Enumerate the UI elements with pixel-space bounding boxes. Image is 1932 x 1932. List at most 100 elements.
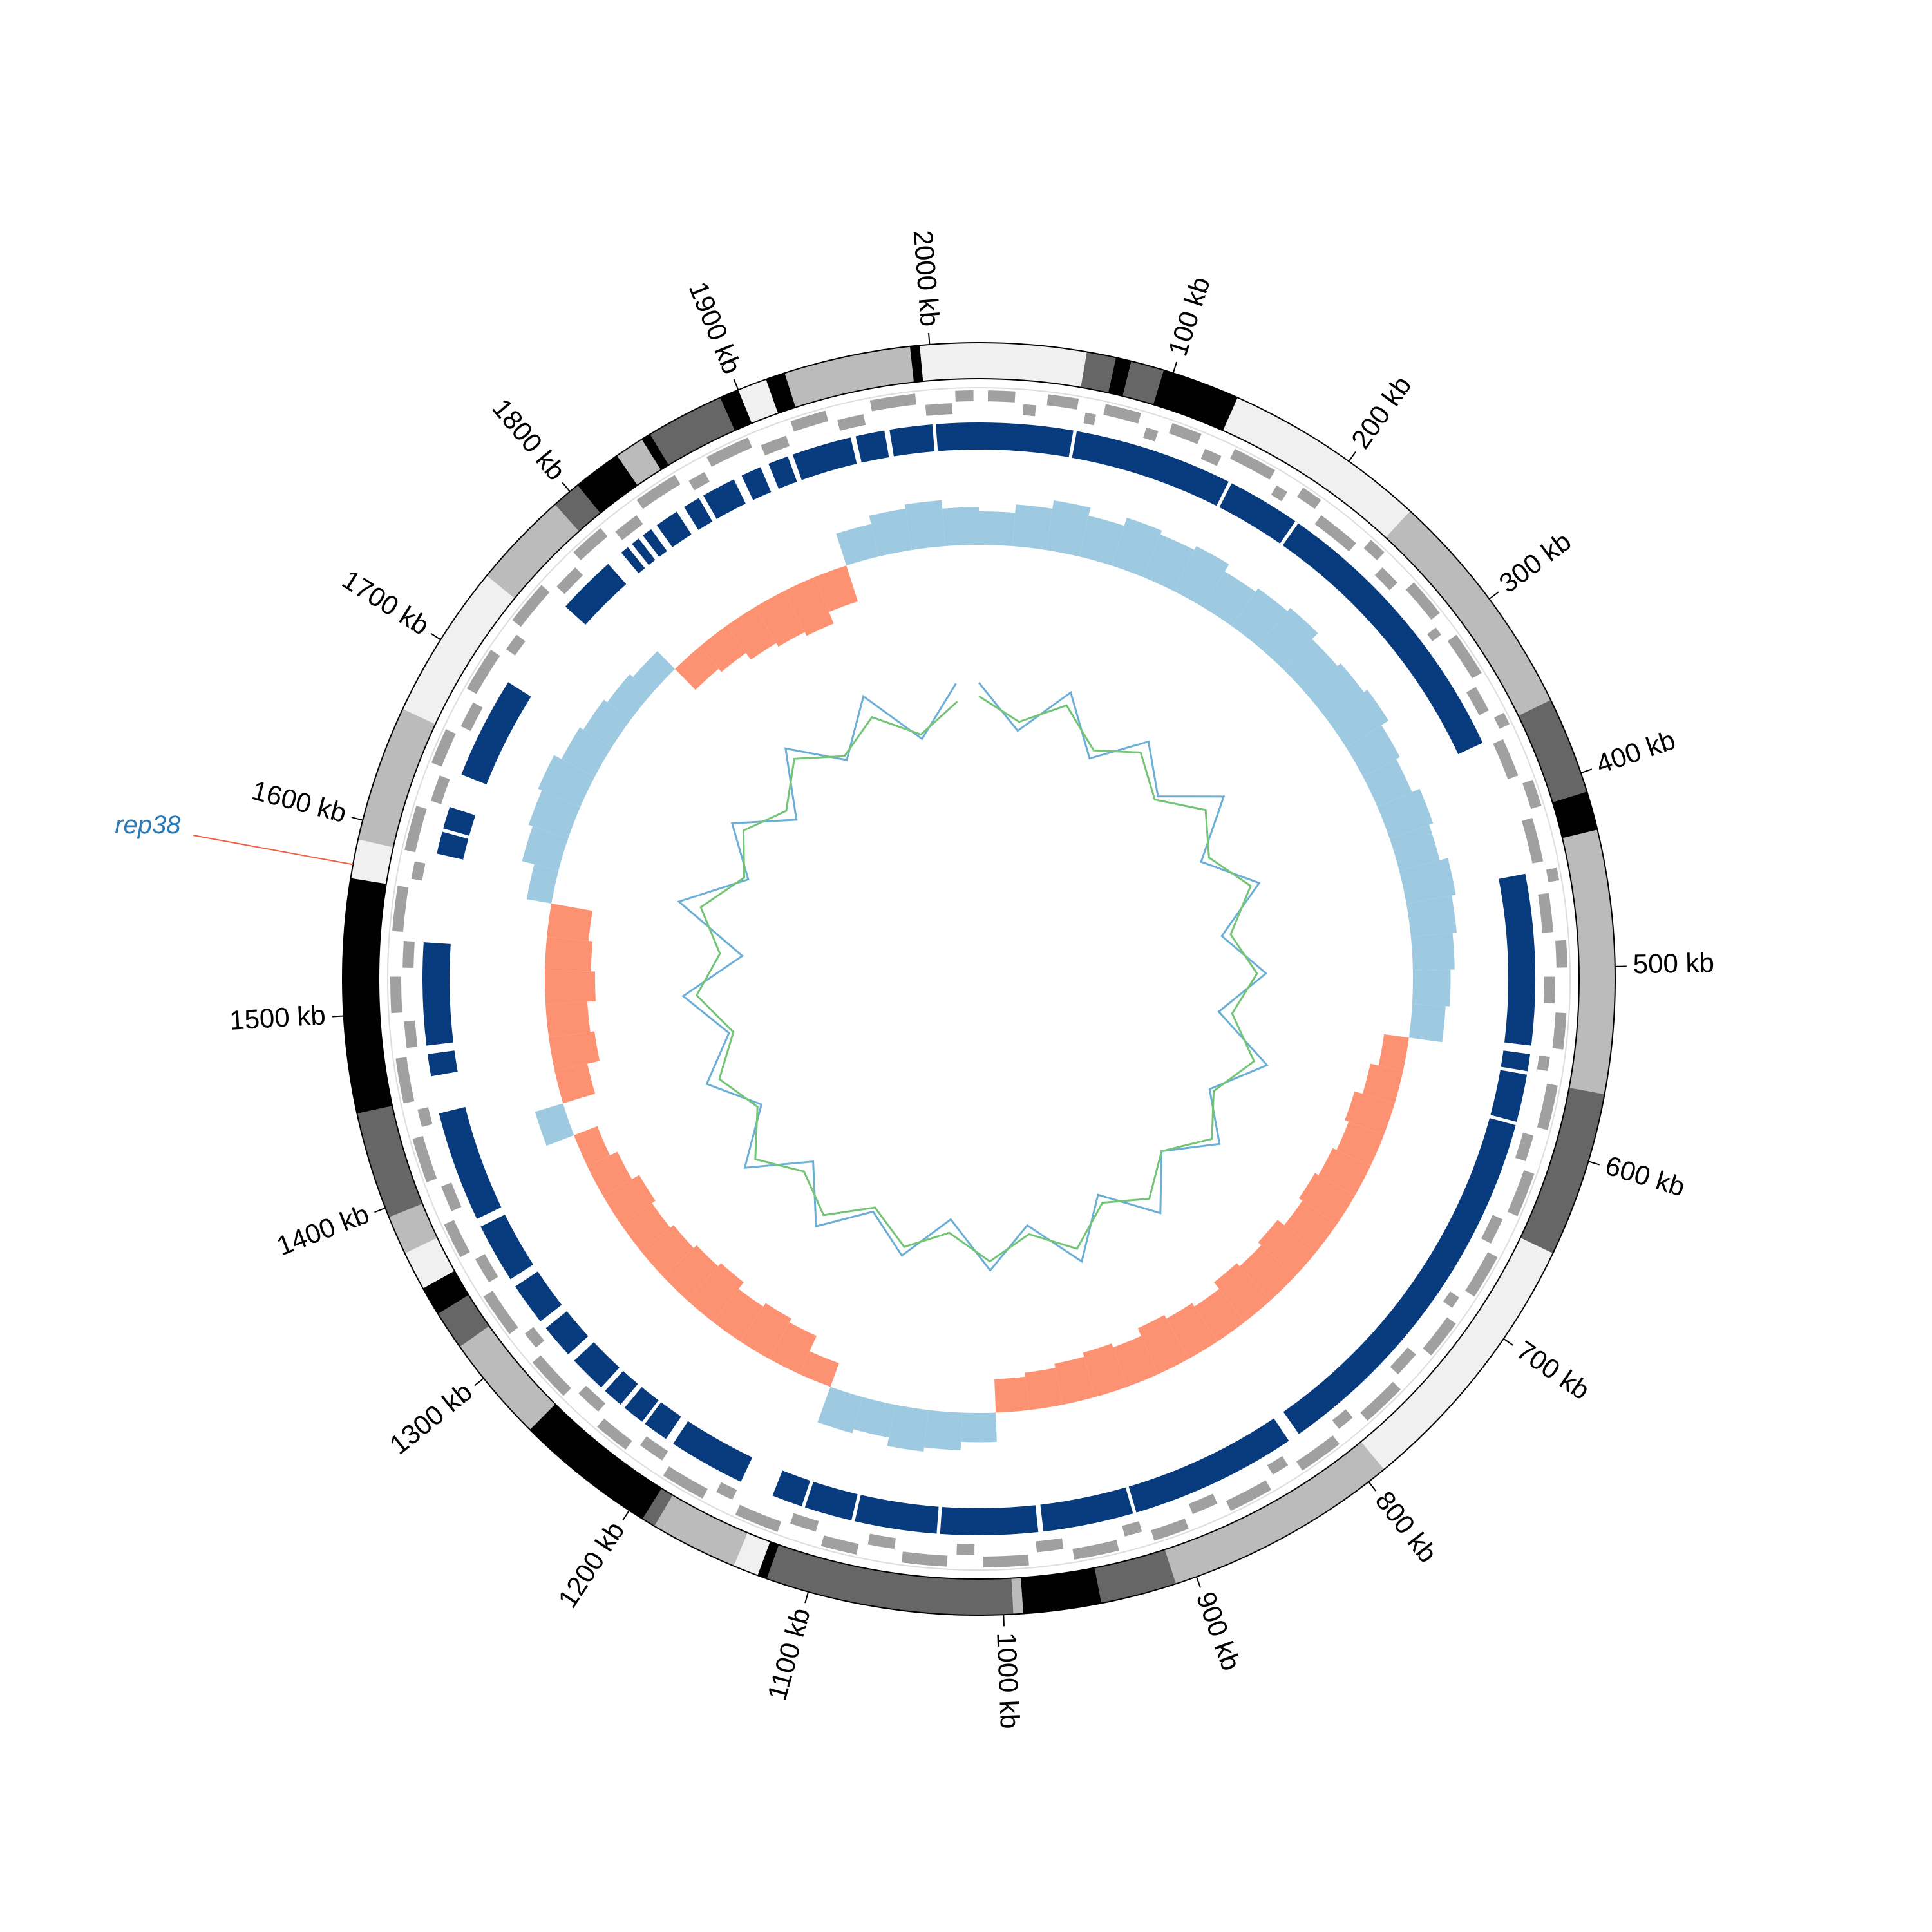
band xyxy=(766,373,796,413)
tick-mark xyxy=(1003,1615,1005,1627)
gene xyxy=(402,941,415,968)
block xyxy=(656,511,692,547)
skew-bar xyxy=(1137,1314,1189,1374)
gene xyxy=(735,1504,782,1532)
skew-bar xyxy=(687,1263,744,1322)
gene xyxy=(1168,422,1202,444)
block xyxy=(889,424,935,457)
band xyxy=(422,1271,469,1314)
gene xyxy=(1447,634,1482,679)
skew-bar xyxy=(1305,663,1364,720)
block xyxy=(422,942,453,1046)
block xyxy=(1501,1050,1531,1072)
gene xyxy=(1465,1252,1498,1297)
gene xyxy=(1546,867,1560,882)
skew-bar xyxy=(1327,689,1389,748)
gene xyxy=(578,1385,606,1412)
tick-label: 1300 kb xyxy=(384,1376,478,1460)
gene xyxy=(956,1544,975,1555)
skew-bar xyxy=(1083,1343,1128,1397)
skew-bar xyxy=(713,1289,764,1342)
gene xyxy=(1083,412,1097,426)
tick-label: 700 kb xyxy=(1511,1334,1596,1405)
tick-mark xyxy=(374,1207,386,1213)
skew-bar xyxy=(1377,788,1434,838)
gene xyxy=(597,1418,632,1450)
gene xyxy=(1332,1409,1353,1429)
gene xyxy=(869,393,916,412)
band xyxy=(388,1204,438,1254)
tick-label: 1800 kb xyxy=(486,393,571,486)
gene xyxy=(867,1533,896,1549)
skew-bar xyxy=(1142,534,1195,591)
band xyxy=(1108,357,1132,397)
gene xyxy=(1405,582,1440,620)
block xyxy=(439,1106,502,1219)
skew-bar xyxy=(621,1203,670,1252)
gene xyxy=(1072,1540,1119,1560)
gene xyxy=(1103,404,1141,424)
gene xyxy=(1538,893,1554,933)
skew-bar xyxy=(994,1376,1030,1413)
skew-track xyxy=(522,500,1457,1452)
gene xyxy=(1544,976,1555,1004)
skew-bar xyxy=(979,511,1016,547)
band xyxy=(1552,791,1598,838)
tick-mark xyxy=(1588,1160,1600,1166)
block xyxy=(772,1470,811,1506)
gene xyxy=(1537,1083,1558,1130)
gene xyxy=(1552,1012,1567,1050)
band xyxy=(1011,1577,1023,1615)
skew-bar xyxy=(799,1351,839,1387)
band xyxy=(459,1326,556,1430)
gene xyxy=(1427,627,1441,641)
band xyxy=(1518,699,1587,802)
band xyxy=(358,708,436,848)
tick-label: 600 kb xyxy=(1602,1150,1689,1202)
skew-bar xyxy=(1345,1091,1395,1135)
gene xyxy=(1555,940,1567,968)
skew-bar xyxy=(1111,517,1162,578)
block xyxy=(855,1495,939,1534)
tick-label: 1700 kb xyxy=(337,564,435,641)
gene xyxy=(1122,1521,1142,1537)
band xyxy=(642,1488,673,1526)
skew-bar xyxy=(632,650,676,694)
skew-bar xyxy=(1318,1148,1371,1196)
tick-label: 100 kb xyxy=(1162,273,1216,359)
gene xyxy=(573,527,608,560)
skew-bar xyxy=(561,727,612,777)
gene xyxy=(460,702,483,732)
gene xyxy=(1374,567,1398,591)
gene xyxy=(1466,687,1489,715)
gene xyxy=(431,729,456,767)
block xyxy=(461,682,531,784)
block xyxy=(855,430,889,463)
tick-label: 1100 kb xyxy=(761,1605,816,1704)
skew-bar xyxy=(1410,933,1455,971)
block xyxy=(741,467,772,500)
band xyxy=(738,379,779,424)
gene xyxy=(1443,1291,1459,1308)
block xyxy=(1072,431,1229,506)
gene xyxy=(1493,739,1519,780)
gene xyxy=(404,806,427,853)
skew-bar xyxy=(545,1001,591,1038)
skew-bar xyxy=(583,699,631,748)
gene xyxy=(417,1107,433,1127)
tick-mark xyxy=(1503,1338,1514,1346)
band xyxy=(1520,1087,1605,1254)
block xyxy=(1499,873,1536,1046)
skew-bar xyxy=(1389,824,1440,871)
band xyxy=(654,1495,748,1566)
tick-label: 1500 kb xyxy=(229,999,327,1036)
tick-label: 800 kb xyxy=(1370,1486,1443,1568)
tick-label: 900 kb xyxy=(1191,1588,1247,1675)
line-track xyxy=(677,682,1269,1273)
tick-label: 1400 kb xyxy=(272,1198,373,1262)
annotations: rep38 xyxy=(115,811,354,866)
tick-mark xyxy=(474,1378,484,1387)
band xyxy=(1223,397,1410,538)
skew-bar xyxy=(528,790,581,838)
skew-bar xyxy=(961,1412,997,1443)
